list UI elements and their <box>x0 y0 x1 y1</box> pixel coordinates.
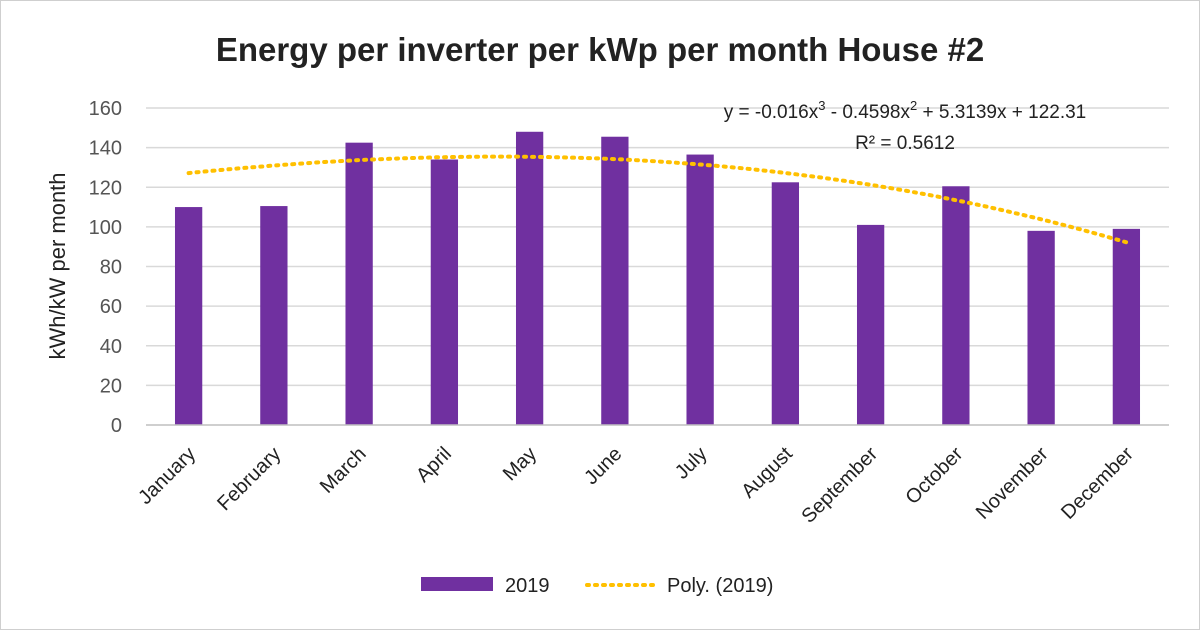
y-tick-label: 40 <box>100 336 122 358</box>
bar-december <box>1112 228 1141 425</box>
bar-february <box>260 206 288 425</box>
x-tick-label: November <box>972 443 1053 524</box>
x-tick-label: February <box>213 443 285 515</box>
x-tick-label: April <box>412 443 456 487</box>
x-tick-label: December <box>1057 443 1138 524</box>
equation-suffix: + 5.3139x + 122.31 <box>917 102 1086 123</box>
bar-august <box>771 182 800 425</box>
bar-january <box>174 207 203 425</box>
y-tick-label: 140 <box>89 138 122 160</box>
bar-november <box>1027 230 1055 425</box>
equation-prefix: y = -0.016x <box>724 102 819 123</box>
legend-label-poly: Poly. (2019) <box>667 575 773 597</box>
legend: 2019 Poly. (2019) <box>421 575 773 597</box>
equation-sup-2: 2 <box>910 98 917 113</box>
x-axis-categories: January February March April May June July Augu… <box>134 443 1138 528</box>
x-tick-label: September <box>797 443 882 528</box>
y-axis-ticks: 0 20 40 60 80 100 120 140 160 <box>89 98 122 437</box>
y-tick-label: 120 <box>89 177 122 199</box>
y-tick-label: 0 <box>111 415 122 437</box>
bar-april <box>430 159 459 425</box>
trendline-equation: y = -0.016x3 - 0.4598x2 + 5.3139x + 122.… <box>724 98 1087 123</box>
x-tick-label: July <box>671 443 712 484</box>
x-tick-label: October <box>902 443 968 509</box>
chart-title: Energy per inverter per kWp per month Ho… <box>216 31 984 68</box>
y-tick-label: 160 <box>89 98 122 120</box>
y-tick-label: 60 <box>100 296 122 318</box>
trendline-curve <box>186 154 1129 245</box>
bar-series <box>174 131 1141 425</box>
trendline <box>186 154 1129 245</box>
legend-swatch-2019 <box>421 577 493 591</box>
x-tick-label: January <box>134 443 200 509</box>
y-tick-label: 100 <box>89 217 122 239</box>
x-tick-label: May <box>499 443 541 485</box>
bar-may <box>515 131 544 425</box>
x-tick-label: August <box>737 443 797 503</box>
x-tick-label: June <box>580 443 626 489</box>
equation-mid: - 0.4598x <box>825 102 910 123</box>
equation-sup-3: 3 <box>818 98 825 113</box>
bar-october <box>942 186 970 425</box>
y-axis-label: kWh/kW per month <box>45 172 70 359</box>
gridlines <box>146 107 1169 387</box>
bar-september <box>856 224 885 425</box>
bar-june <box>601 136 629 425</box>
r-squared-label: R² = 0.5612 <box>855 133 955 154</box>
y-tick-label: 20 <box>100 375 122 397</box>
bar-march <box>345 142 373 425</box>
y-tick-label: 80 <box>100 257 122 279</box>
bar-july <box>686 154 714 425</box>
legend-label-2019: 2019 <box>505 575 550 597</box>
x-tick-label: March <box>316 443 371 498</box>
